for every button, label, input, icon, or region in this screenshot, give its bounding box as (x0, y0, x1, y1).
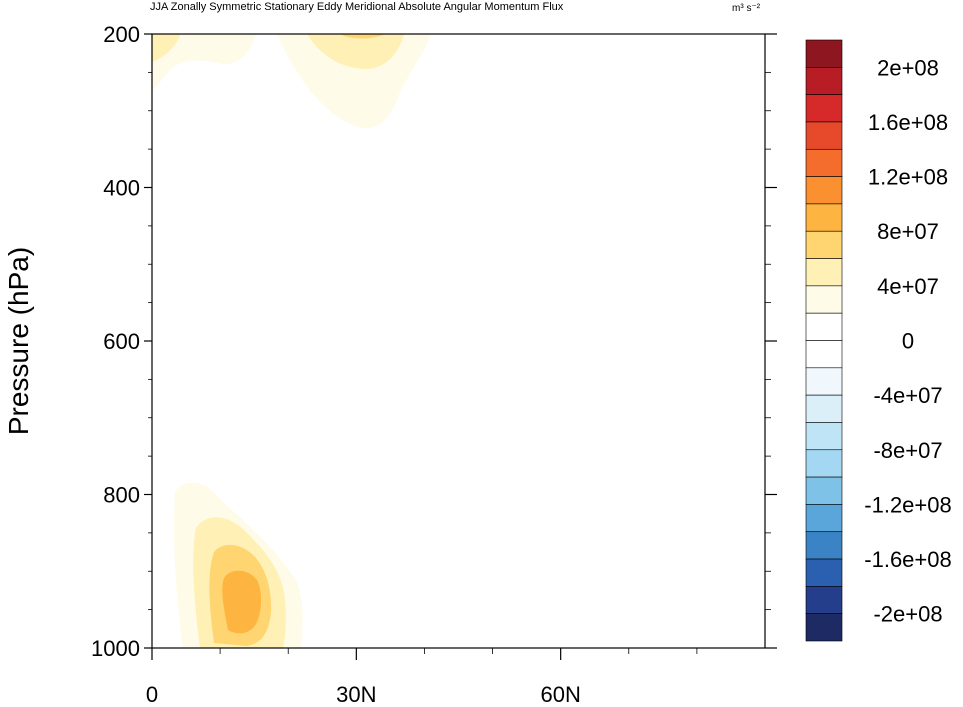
y-tick-label: 400 (103, 176, 140, 201)
colorbar-box (805, 39, 843, 68)
colorbar-box (805, 613, 843, 642)
colorbar-box (805, 531, 843, 560)
y-tick-label: 800 (103, 483, 140, 508)
colorbar-box (805, 476, 843, 505)
colorbar-box (805, 340, 843, 369)
colorbar-label: -4e+07 (873, 383, 942, 408)
units-label: m³ s⁻² (732, 3, 761, 14)
x-tick-label: 0 (146, 682, 158, 707)
contour-fill-8e7-upper-eq (152, 34, 180, 62)
x-tick-label: 60N (540, 682, 580, 707)
colorbar-box (805, 586, 843, 614)
contour-fill-8e7-upper-mid (307, 34, 404, 69)
colorbar-label: 1.6e+08 (868, 110, 948, 135)
colorbar-label: -2e+08 (873, 602, 942, 627)
colorbar-box (805, 148, 843, 177)
colorbar-box (805, 422, 843, 451)
axis-ticks (144, 33, 777, 660)
colorbar-box (805, 67, 843, 95)
contour-fill-1.2e8-upper-mid (340, 34, 385, 39)
colorbar-box (805, 367, 843, 396)
colorbar-box (805, 121, 843, 150)
colorbar-box (805, 312, 843, 341)
colorbar-box (805, 230, 843, 259)
contour-fill-1.6e8-lower (222, 570, 262, 634)
colorbar-label: -8e+07 (873, 438, 942, 463)
colorbar-box (805, 558, 843, 587)
contour-fill-4e7-upper-eq (152, 34, 256, 90)
chart-title: JJA Zonally Symmetric Stationary Eddy Me… (150, 1, 564, 13)
colorbar-box (805, 94, 843, 123)
contour-fill-4e7-upper-mid (277, 34, 430, 129)
colorbar-label: 0 (902, 329, 914, 354)
colorbar-box (805, 176, 843, 205)
contour-fills (152, 34, 430, 648)
colorbar-box (805, 285, 843, 314)
colorbar-label: -1.6e+08 (864, 547, 951, 572)
colorbar-label: -1.2e+08 (864, 492, 951, 517)
y-axis-label: Pressure (hPa) (3, 247, 34, 435)
colorbar-label: 4e+07 (877, 274, 939, 299)
y-tick-label: 1000 (91, 636, 140, 661)
colorbar-box (805, 394, 843, 423)
y-tick-label: 600 (103, 329, 140, 354)
colorbar-label: 8e+07 (877, 219, 939, 244)
colorbar-label: 2e+08 (877, 55, 939, 80)
colorbar-box (805, 449, 843, 478)
colorbar: 2e+08 1.6e+08 1.2e+08 8e+07 4e+07 0 -4e+07 -8e+… (805, 39, 952, 642)
y-tick-label: 200 (103, 22, 140, 47)
x-tick-label: 30N (336, 682, 376, 707)
colorbar-box (805, 203, 843, 232)
colorbar-box (805, 504, 843, 533)
colorbar-box (805, 258, 843, 287)
colorbar-label: 1.2e+08 (868, 165, 948, 190)
